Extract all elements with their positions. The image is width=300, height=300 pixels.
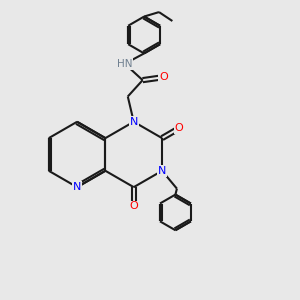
- Text: N: N: [158, 166, 166, 176]
- Text: O: O: [174, 124, 183, 134]
- Text: HN: HN: [117, 59, 133, 69]
- Text: N: N: [73, 182, 81, 192]
- Text: O: O: [129, 202, 138, 212]
- Text: O: O: [159, 72, 168, 82]
- Text: N: N: [130, 117, 138, 127]
